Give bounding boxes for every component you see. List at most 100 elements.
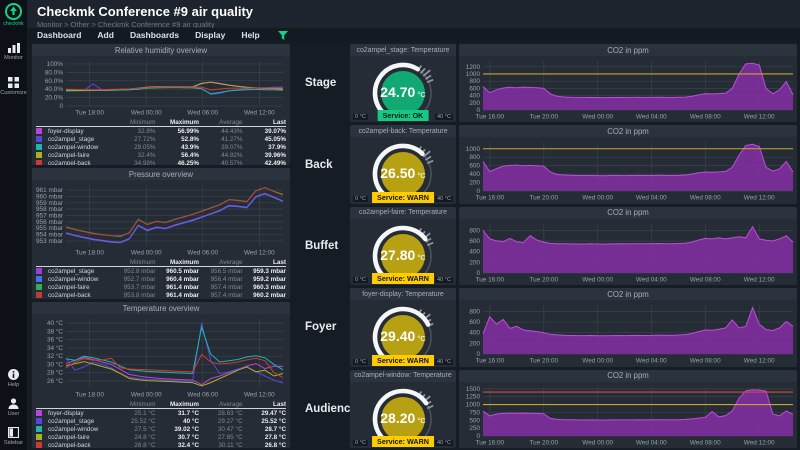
svg-text:Wed 12:00: Wed 12:00	[244, 392, 275, 399]
svg-text:Wed 00:00: Wed 00:00	[582, 276, 613, 283]
service-state-badge: Service: WARN	[372, 273, 434, 285]
legend-row: co2ampel-faire 24.8 °C 30.7 °C 27.85 °C 27.8…	[36, 433, 286, 441]
menu-add[interactable]: Add	[97, 30, 114, 40]
svg-text:Wed 06:00: Wed 06:00	[187, 110, 218, 117]
menu-help[interactable]: Help	[241, 30, 260, 40]
svg-text:200: 200	[469, 259, 480, 266]
svg-text:Tue 20:00: Tue 20:00	[529, 195, 558, 202]
svg-text:Wed 00:00: Wed 00:00	[131, 392, 162, 399]
svg-text:958 mbar: 958 mbar	[36, 206, 64, 213]
svg-text:Wed 00:00: Wed 00:00	[582, 358, 613, 365]
menu-bar: Dashboard Add Dashboards Display Help	[27, 28, 800, 42]
sidebar-item-customize[interactable]: Customize	[0, 77, 27, 96]
svg-text:Wed 12:00: Wed 12:00	[744, 114, 775, 121]
user-icon	[8, 398, 19, 409]
gauge-value: 27.80 °C	[380, 246, 426, 263]
co2-chart[interactable]: Tue 16:00 Tue 20:00 Wed 00:00 Wed 04:00 Wed …	[459, 301, 797, 365]
svg-text:40.0%: 40.0%	[45, 86, 63, 93]
svg-text:20.0%: 20.0%	[45, 95, 63, 102]
row-back: Back co2ampel-back: Temperature 26.50 °C …	[293, 125, 797, 204]
temperature-gauge	[372, 144, 434, 197]
svg-text:40 °C: 40 °C	[47, 319, 63, 327]
checkmk-logo-icon	[5, 3, 22, 20]
svg-text:400: 400	[469, 93, 480, 100]
svg-text:Wed 00:00: Wed 00:00	[582, 439, 613, 446]
sidebar-item-sidebar[interactable]: Sidebar	[4, 427, 23, 446]
legend-row: co2ampel_stage 25.52 °C 40 °C 29.27 °C 25.52…	[36, 417, 286, 425]
temperature-gauge	[372, 306, 434, 360]
legend-row: co2ampel_stage 27.72% 52.8% 41.27% 45.05%	[36, 135, 286, 143]
menu-dashboard[interactable]: Dashboard	[37, 30, 82, 40]
gauge-panel-foyer[interactable]: foyer-display: Temperature 29.40 °C Servi…	[350, 288, 456, 367]
gauge-value: 24.70 °C	[380, 84, 426, 100]
svg-text:1000: 1000	[466, 71, 481, 78]
temperature-gauge	[372, 225, 434, 278]
filter-icon[interactable]	[277, 30, 288, 40]
svg-text:Wed 08:00: Wed 08:00	[690, 114, 721, 121]
svg-text:400: 400	[469, 172, 480, 179]
temperature-chart[interactable]: Tue 18:00 Wed 00:00 Wed 06:00 Wed 12:00 26 °…	[35, 315, 287, 399]
menu-dashboards[interactable]: Dashboards	[129, 30, 180, 40]
svg-text:Tue 16:00: Tue 16:00	[476, 195, 505, 202]
svg-text:600: 600	[469, 238, 480, 245]
co2-chart[interactable]: Tue 16:00 Tue 20:00 Wed 00:00 Wed 04:00 Wed …	[459, 220, 797, 284]
row-label-back: Back	[305, 158, 333, 171]
row-buffet: Buffet co2ampel-faire: Temperature 27.80…	[293, 206, 797, 286]
gauge-panel-audience[interactable]: co2ampel-window: Temperature 28.20 °C Ser…	[350, 369, 456, 449]
legend-row: co2ampel-back 26.8 °C 32.4 °C 30.11 °C 26.8 …	[36, 441, 286, 448]
gauge-min-label: 0 °C	[353, 195, 368, 202]
customize-icon	[8, 77, 19, 88]
svg-text:Wed 08:00: Wed 08:00	[690, 276, 721, 283]
legend-row: co2ampel-faire 32.4% 56.4% 44.82% 39.96%	[36, 151, 286, 159]
svg-text:959 mbar: 959 mbar	[36, 200, 64, 207]
svg-text:0: 0	[59, 103, 63, 110]
sidebar-item-monitor[interactable]: Monitor	[4, 43, 23, 61]
menu-display[interactable]: Display	[195, 30, 226, 40]
panel-title: CO2 in ppm	[459, 206, 797, 219]
co2-panel-back: CO2 in ppm Tue 16:00 Tue 20:00 Wed 00:00 We…	[459, 125, 797, 204]
svg-text:Wed 12:00: Wed 12:00	[744, 195, 775, 202]
temperature-gauge	[372, 62, 434, 116]
gauge-panel-back[interactable]: co2ampel-back: Temperature 26.50 °C Servi…	[350, 125, 456, 204]
co2-chart[interactable]: Tue 16:00 Tue 20:00 Wed 00:00 Wed 04:00 Wed …	[459, 57, 797, 121]
co2-panel-stage: CO2 in ppm Tue 16:00 Tue 20:00 Wed 00:00 We…	[459, 44, 797, 123]
co2-chart[interactable]: Tue 16:00 Tue 20:00 Wed 00:00 Wed 04:00 Wed …	[459, 138, 797, 202]
svg-text:Tue 20:00: Tue 20:00	[529, 358, 558, 365]
gauge-min-label: 0 °C	[353, 440, 368, 447]
svg-text:Wed 00:00: Wed 00:00	[582, 114, 613, 121]
svg-text:0: 0	[476, 107, 480, 114]
svg-text:Wed 12:00: Wed 12:00	[744, 358, 775, 365]
gauge-title: co2ampel-back: Temperature	[350, 125, 456, 138]
svg-text:200: 200	[469, 341, 480, 348]
co2-chart[interactable]: Tue 16:00 Tue 20:00 Wed 00:00 Wed 04:00 Wed …	[459, 383, 797, 447]
gauge-panel-stage[interactable]: co2ampel_stage: Temperature 24.70 °C Serv…	[350, 44, 456, 123]
co2-panel-audience: CO2 in ppm Tue 16:00 Tue 20:00 Wed 00:00 We…	[459, 369, 797, 449]
svg-text:1000: 1000	[466, 146, 481, 153]
svg-text:Wed 04:00: Wed 04:00	[636, 276, 667, 283]
svg-text:Tue 20:00: Tue 20:00	[529, 439, 558, 446]
svg-text:Tue 18:00: Tue 18:00	[75, 110, 104, 117]
monitor-icon	[7, 43, 20, 53]
pressure-chart[interactable]: Tue 18:00 Wed 00:00 Wed 06:00 Wed 12:00 953 …	[35, 181, 287, 257]
svg-text:Wed 12:00: Wed 12:00	[744, 439, 775, 446]
svg-text:Tue 18:00: Tue 18:00	[75, 250, 104, 257]
svg-text:1500: 1500	[466, 386, 481, 393]
checkmk-logo[interactable]: checkmk	[3, 0, 24, 27]
help-icon	[7, 369, 19, 380]
svg-text:30 °C: 30 °C	[47, 360, 63, 368]
humidity-panel: Relative humidity overview Tue 18:00 Wed …	[32, 44, 290, 165]
gauge-min-label: 0 °C	[353, 358, 368, 365]
svg-text:955 mbar: 955 mbar	[36, 225, 64, 232]
svg-text:Tue 18:00: Tue 18:00	[75, 392, 104, 399]
temperature-panel: Temperature overview Tue 18:00 Wed 00:00 W…	[32, 302, 290, 448]
svg-text:Tue 16:00: Tue 16:00	[476, 439, 505, 446]
row-audience: Audience co2ampel-window: Temperature 28…	[293, 369, 797, 449]
sidebar-item-user[interactable]: User	[8, 398, 19, 417]
gauge-panel-buffet[interactable]: co2ampel-faire: Temperature 27.80 °C Serv…	[350, 206, 456, 286]
svg-text:60.0%: 60.0%	[45, 78, 63, 85]
svg-text:36 °C: 36 °C	[47, 336, 63, 344]
svg-text:Wed 06:00: Wed 06:00	[187, 392, 218, 399]
humidity-chart[interactable]: Tue 18:00 Wed 00:00 Wed 06:00 Wed 12:00 020.…	[35, 57, 287, 117]
sidebar-item-help[interactable]: Help	[7, 369, 19, 388]
